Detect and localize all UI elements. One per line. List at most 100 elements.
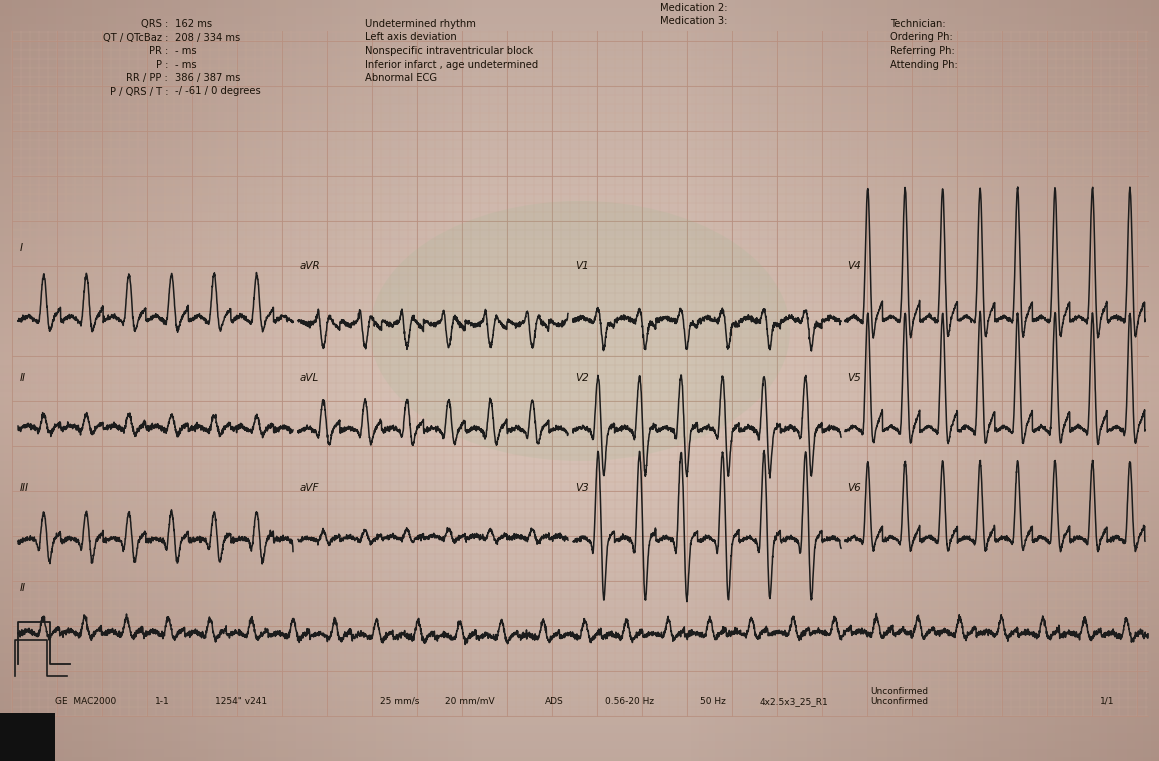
Text: V6: V6 bbox=[847, 483, 861, 493]
Bar bbox=[895, 0, 899, 761]
Bar bbox=[168, 0, 172, 761]
Bar bbox=[0, 593, 1159, 597]
Bar bbox=[0, 288, 1159, 292]
Bar bbox=[312, 0, 316, 761]
Bar bbox=[0, 537, 1159, 541]
Bar bbox=[272, 0, 276, 761]
Bar bbox=[727, 0, 731, 761]
Bar bbox=[144, 0, 148, 761]
Bar bbox=[80, 0, 83, 761]
Bar bbox=[0, 8, 1159, 12]
Bar bbox=[0, 124, 1159, 128]
Bar bbox=[0, 677, 1159, 681]
Bar bbox=[771, 0, 775, 761]
Bar bbox=[1047, 0, 1051, 761]
Bar bbox=[0, 300, 1159, 304]
Bar bbox=[0, 653, 1159, 657]
Bar bbox=[72, 0, 76, 761]
Bar bbox=[12, 0, 16, 761]
Bar bbox=[41, 0, 44, 761]
Bar bbox=[468, 0, 472, 761]
Bar bbox=[0, 521, 1159, 525]
Bar bbox=[472, 0, 476, 761]
Bar bbox=[0, 573, 1159, 577]
Bar bbox=[0, 469, 1159, 473]
Bar bbox=[914, 0, 919, 761]
Bar bbox=[24, 0, 28, 761]
Bar bbox=[0, 164, 1159, 168]
Bar bbox=[0, 64, 1159, 68]
Bar bbox=[432, 0, 436, 761]
Bar bbox=[0, 689, 1159, 693]
Bar bbox=[0, 156, 1159, 160]
Bar bbox=[0, 601, 1159, 605]
Bar bbox=[96, 0, 100, 761]
Bar bbox=[0, 12, 1159, 16]
Text: Undetermined rhythm: Undetermined rhythm bbox=[365, 19, 476, 29]
Bar bbox=[0, 749, 1159, 753]
Bar bbox=[0, 128, 1159, 132]
Bar bbox=[455, 0, 460, 761]
Bar bbox=[132, 0, 136, 761]
Bar bbox=[1059, 0, 1063, 761]
Bar bbox=[36, 0, 41, 761]
Bar bbox=[1083, 0, 1087, 761]
Bar bbox=[851, 0, 855, 761]
Bar bbox=[0, 316, 1159, 320]
Text: 1254" v241: 1254" v241 bbox=[216, 697, 267, 706]
Text: 50 Hz: 50 Hz bbox=[700, 697, 726, 706]
Bar bbox=[88, 0, 92, 761]
Bar bbox=[807, 0, 811, 761]
Bar bbox=[165, 0, 168, 761]
Bar bbox=[0, 509, 1159, 513]
Bar bbox=[723, 0, 727, 761]
Text: GE  MAC2000: GE MAC2000 bbox=[54, 697, 116, 706]
Bar bbox=[1147, 0, 1151, 761]
Bar bbox=[0, 392, 1159, 396]
Bar bbox=[735, 0, 739, 761]
Bar bbox=[0, 20, 1159, 24]
Bar bbox=[963, 0, 967, 761]
Bar bbox=[0, 725, 1159, 729]
Bar bbox=[0, 80, 1159, 84]
Bar bbox=[0, 589, 1159, 593]
Bar bbox=[0, 633, 1159, 637]
Bar bbox=[0, 336, 1159, 340]
Bar bbox=[0, 356, 1159, 360]
Bar bbox=[0, 549, 1159, 553]
Bar bbox=[0, 365, 1159, 369]
Bar bbox=[0, 561, 1159, 565]
Bar bbox=[240, 0, 245, 761]
Text: II: II bbox=[20, 373, 25, 383]
Bar bbox=[1095, 0, 1099, 761]
Bar bbox=[0, 176, 1159, 180]
Bar bbox=[0, 597, 1159, 601]
Bar bbox=[1038, 0, 1043, 761]
Bar bbox=[276, 0, 280, 761]
Bar bbox=[872, 0, 875, 761]
Bar bbox=[0, 433, 1159, 437]
Bar bbox=[108, 0, 112, 761]
Bar bbox=[136, 0, 140, 761]
Bar bbox=[260, 0, 264, 761]
Bar bbox=[715, 0, 719, 761]
Bar bbox=[340, 0, 344, 761]
Bar bbox=[0, 525, 1159, 529]
Bar bbox=[320, 0, 325, 761]
Bar bbox=[0, 152, 1159, 156]
Bar bbox=[325, 0, 328, 761]
Bar bbox=[1123, 0, 1127, 761]
Bar bbox=[0, 569, 1159, 573]
Bar bbox=[156, 0, 160, 761]
Bar bbox=[1156, 0, 1159, 761]
Bar bbox=[0, 541, 1159, 545]
Bar bbox=[1011, 0, 1015, 761]
Bar bbox=[0, 192, 1159, 196]
Bar bbox=[975, 0, 979, 761]
Bar bbox=[1139, 0, 1143, 761]
Bar bbox=[967, 0, 971, 761]
Bar bbox=[256, 0, 260, 761]
Bar bbox=[0, 172, 1159, 176]
Bar bbox=[207, 0, 212, 761]
Bar bbox=[184, 0, 188, 761]
